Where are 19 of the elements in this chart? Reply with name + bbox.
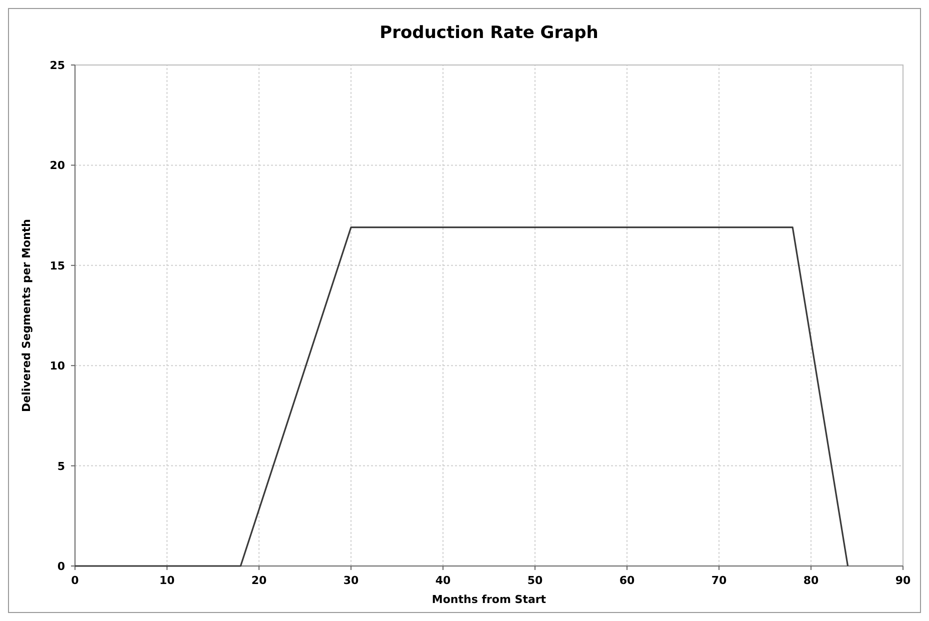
x-tick-label: 80 [803, 574, 819, 587]
chart-title: Production Rate Graph [380, 23, 598, 43]
y-axis-title: Delivered Segments per Month [20, 218, 33, 412]
x-axis-title: Months from Start [432, 593, 546, 606]
x-tick-label: 10 [159, 574, 175, 587]
y-tick-label: 5 [57, 460, 65, 473]
y-tick-label: 20 [50, 159, 66, 172]
x-tick-label: 20 [251, 574, 267, 587]
x-tick-label: 90 [895, 574, 911, 587]
y-tick-label: 25 [50, 59, 65, 72]
x-tick-label: 30 [343, 574, 359, 587]
y-tick-label: 10 [50, 360, 66, 373]
x-tick-label: 60 [619, 574, 635, 587]
x-tick-label: 70 [711, 574, 727, 587]
y-tick-label: 0 [57, 560, 66, 573]
x-tick-label: 0 [71, 574, 80, 587]
x-tick-label: 40 [435, 574, 451, 587]
x-tick-label: 50 [527, 574, 543, 587]
y-tick-label: 15 [50, 259, 65, 272]
